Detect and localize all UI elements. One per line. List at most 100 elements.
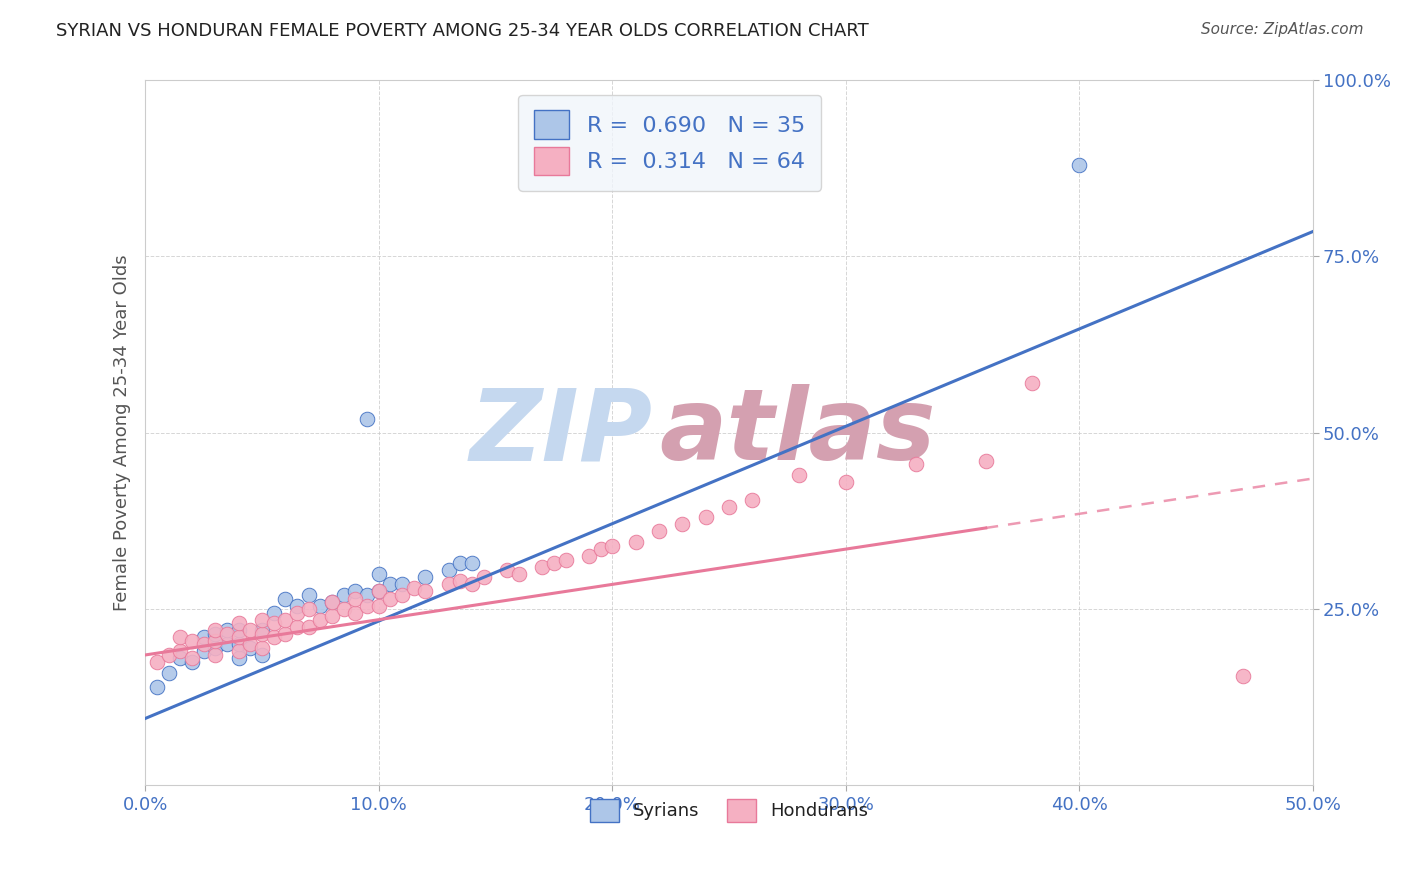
Point [496, 563, 519, 577]
Point [648, 524, 671, 539]
Point [472, 570, 495, 584]
Y-axis label: Female Poverty Among 25-34 Year Olds: Female Poverty Among 25-34 Year Olds [114, 254, 131, 611]
Point [787, 468, 810, 483]
Point [450, 556, 472, 570]
Point [239, 640, 262, 655]
Point [321, 595, 343, 609]
Point [554, 552, 576, 566]
Point [600, 539, 623, 553]
Point [461, 577, 484, 591]
Point [228, 624, 250, 638]
Point [298, 588, 321, 602]
Point [543, 556, 565, 570]
Point [285, 606, 308, 620]
Point [193, 637, 215, 651]
Point [204, 648, 226, 662]
Point [391, 588, 413, 602]
Point [204, 640, 226, 655]
Point [228, 637, 250, 651]
Point [367, 584, 389, 599]
Point [263, 630, 285, 644]
Point [461, 556, 484, 570]
Point [157, 648, 180, 662]
Point [624, 535, 647, 549]
Point [204, 633, 226, 648]
Point [215, 637, 238, 651]
Point [250, 613, 273, 627]
Point [298, 602, 321, 616]
Point [215, 624, 238, 638]
Point [215, 627, 238, 641]
Point [344, 606, 367, 620]
Point [309, 613, 332, 627]
Point [228, 630, 250, 644]
Point [193, 644, 215, 658]
Text: Source: ZipAtlas.com: Source: ZipAtlas.com [1201, 22, 1364, 37]
Point [1069, 158, 1091, 172]
Point [181, 655, 204, 669]
Legend: Syrians, Hondurans: Syrians, Hondurans [582, 792, 876, 830]
Point [531, 559, 554, 574]
Point [169, 651, 191, 665]
Point [344, 584, 367, 599]
Point [717, 500, 740, 514]
Point [332, 588, 354, 602]
Point [250, 624, 273, 638]
Point [285, 599, 308, 613]
Point [228, 644, 250, 658]
Point [250, 627, 273, 641]
Point [741, 492, 763, 507]
Point [671, 517, 693, 532]
Point [380, 591, 402, 606]
Point [204, 627, 226, 641]
Point [1232, 669, 1254, 683]
Point [181, 633, 204, 648]
Point [274, 627, 297, 641]
Point [309, 599, 332, 613]
Point [169, 630, 191, 644]
Point [274, 613, 297, 627]
Point [181, 651, 204, 665]
Point [578, 549, 600, 564]
Point [274, 591, 297, 606]
Point [415, 584, 437, 599]
Point [367, 584, 389, 599]
Text: ZIP: ZIP [470, 384, 652, 481]
Text: atlas: atlas [659, 384, 935, 481]
Point [437, 563, 460, 577]
Point [974, 454, 997, 468]
Point [437, 577, 460, 591]
Point [239, 637, 262, 651]
Point [834, 475, 856, 489]
Point [402, 581, 425, 595]
Text: SYRIAN VS HONDURAN FEMALE POVERTY AMONG 25-34 YEAR OLDS CORRELATION CHART: SYRIAN VS HONDURAN FEMALE POVERTY AMONG … [56, 22, 869, 40]
Point [332, 602, 354, 616]
Point [1021, 376, 1043, 391]
Point [228, 616, 250, 631]
Point [904, 458, 927, 472]
Point [380, 577, 402, 591]
Point [146, 680, 169, 694]
Point [321, 609, 343, 624]
Point [285, 620, 308, 634]
Point [169, 644, 191, 658]
Point [589, 542, 612, 557]
Point [204, 624, 226, 638]
Point [193, 630, 215, 644]
Point [356, 599, 378, 613]
Point [367, 599, 389, 613]
Point [695, 510, 717, 524]
Point [263, 606, 285, 620]
Point [157, 665, 180, 680]
Point [356, 588, 378, 602]
Point [508, 566, 530, 581]
Point [250, 640, 273, 655]
Point [415, 570, 437, 584]
Point [356, 411, 378, 425]
Point [367, 566, 389, 581]
Point [391, 577, 413, 591]
Point [450, 574, 472, 588]
Point [250, 648, 273, 662]
Point [228, 651, 250, 665]
Point [239, 624, 262, 638]
